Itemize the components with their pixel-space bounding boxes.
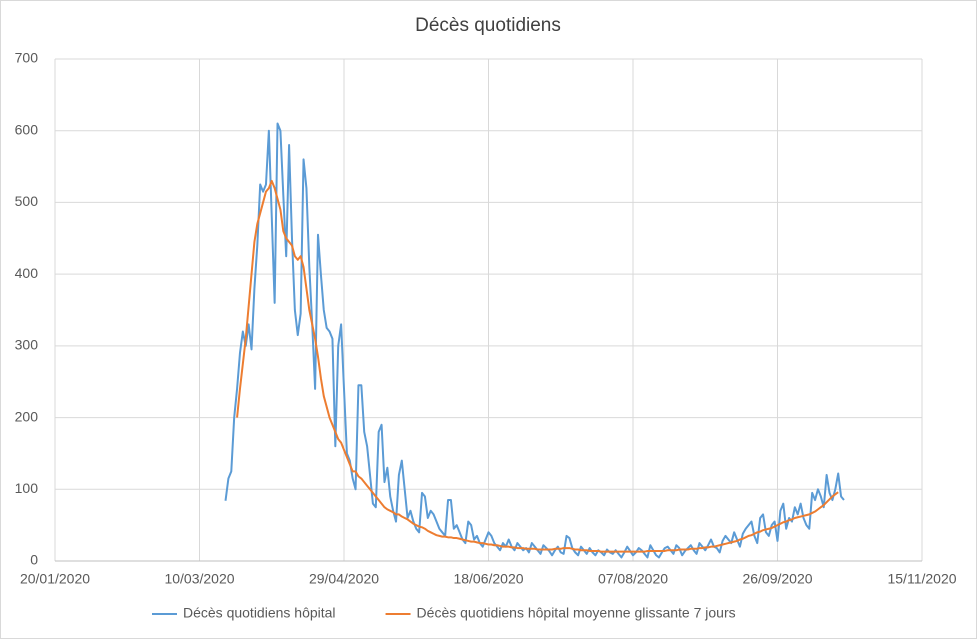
series-line — [224, 122, 845, 559]
y-tick-label: 600 — [15, 121, 39, 137]
x-tick-label: 15/11/2020 — [887, 571, 956, 587]
y-tick-label: 300 — [15, 337, 39, 353]
x-tick-label: 26/09/2020 — [742, 571, 812, 587]
x-tick-label: 20/01/2020 — [20, 571, 90, 587]
x-tick-label: 29/04/2020 — [309, 571, 379, 587]
y-tick-label: 700 — [15, 50, 39, 66]
legend-label: Décès quotidiens hôpital — [183, 605, 336, 621]
chart-title: Décès quotidiens — [415, 15, 561, 36]
y-tick-label: 0 — [30, 552, 38, 568]
x-tick-label: 10/03/2020 — [164, 571, 234, 587]
legend-label: Décès quotidiens hôpital moyenne glissan… — [417, 605, 736, 621]
x-tick-label: 07/08/2020 — [598, 571, 668, 587]
series-line — [236, 179, 839, 553]
y-tick-label: 500 — [15, 193, 39, 209]
y-tick-label: 200 — [15, 408, 39, 424]
x-tick-label: 18/06/2020 — [453, 571, 523, 587]
y-tick-label: 100 — [15, 480, 39, 496]
y-tick-label: 400 — [15, 265, 39, 281]
